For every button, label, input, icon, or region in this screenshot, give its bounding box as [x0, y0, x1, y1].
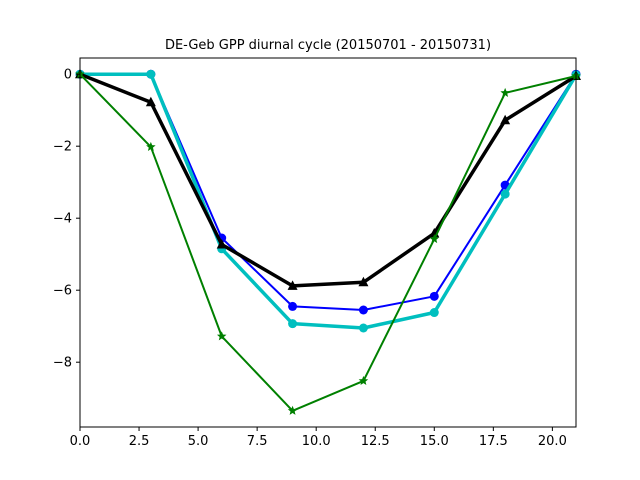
x-tick-label: 7.5: [247, 434, 268, 449]
series-line: [79, 73, 577, 412]
x-tick-label: 2.5: [129, 434, 150, 449]
data-point: [288, 301, 298, 311]
x-tick-label: 10.0: [302, 434, 331, 449]
data-point: [216, 238, 227, 249]
x-tick-label: 15.0: [420, 434, 449, 449]
data-point: [146, 69, 156, 79]
data-point: [358, 276, 369, 287]
series-line: [79, 72, 577, 288]
data-point: [216, 331, 227, 341]
x-tick-label: 20.0: [538, 434, 567, 449]
data-point: [146, 141, 156, 151]
x-axis: 0.0 2.5 5.0 7.5 10.0 12.5 15.0 17.5 20.0: [70, 427, 567, 449]
data-point: [358, 323, 368, 333]
y-axis: 0 −2 −4 −6 −8: [53, 68, 80, 371]
y-tick-label: 0: [64, 68, 72, 83]
x-tick-label: 5.0: [188, 434, 209, 449]
data-point: [500, 189, 510, 199]
y-tick-label: −2: [53, 140, 72, 155]
plot-frame: [79, 57, 577, 428]
data-point: [287, 280, 298, 290]
data-point: [500, 87, 510, 97]
chart-title: DE-Geb GPP diurnal cycle (20150701 - 201…: [165, 38, 491, 53]
data-point: [358, 375, 369, 385]
y-tick-label: −4: [53, 212, 72, 227]
series-3: [75, 68, 581, 290]
data-point: [358, 305, 368, 315]
data-point: [429, 291, 439, 301]
x-tick-label: 17.5: [479, 434, 508, 449]
y-tick-label: −6: [53, 284, 72, 299]
x-tick-label: 12.5: [361, 434, 390, 449]
x-tick-label: 0.0: [70, 434, 91, 449]
data-point: [429, 308, 439, 318]
series-layer: [75, 68, 581, 415]
series-2: [75, 69, 581, 333]
data-point: [500, 114, 511, 125]
data-point: [429, 234, 440, 244]
data-point: [145, 96, 156, 107]
y-tick-label: −8: [53, 356, 72, 371]
series-line: [80, 72, 578, 330]
data-point: [287, 405, 298, 415]
data-point: [288, 319, 298, 329]
